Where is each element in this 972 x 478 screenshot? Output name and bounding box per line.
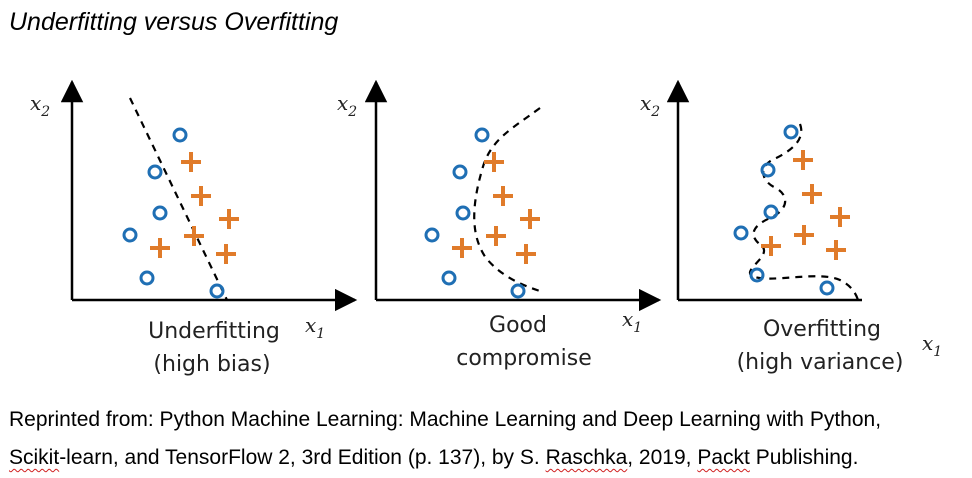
panel-underfitting: x2 x1 Underfitting (high bias) [30, 79, 358, 377]
x-axis-label: x1 [622, 307, 642, 336]
fitting-diagram: x2 x1 Underfitting (high bias) x2 x1 [30, 79, 942, 377]
plus-point [184, 226, 204, 246]
circle-point [733, 225, 749, 241]
y-axis-label: x2 [640, 91, 660, 120]
citation-line-1: Reprinted from: Python Machine Learning:… [9, 408, 882, 431]
panel-label-line1: Good [489, 313, 547, 338]
class-a-points [424, 127, 526, 299]
panel-label-line1: Underfitting [148, 319, 280, 344]
plus-point [761, 236, 781, 256]
circle-point [819, 280, 835, 296]
plus-point [793, 150, 813, 170]
decision-boundary [473, 107, 544, 294]
circle-point [474, 127, 490, 143]
circle-point [172, 127, 188, 143]
plus-point [830, 207, 850, 227]
plus-point [181, 152, 201, 172]
figure-heading: Underfitting versus Overfitting [9, 8, 339, 36]
plus-point [486, 226, 506, 246]
panel-good-compromise: x2 x1 Good compromise [337, 79, 662, 371]
circle-point [424, 227, 440, 243]
x-axis-label: x1 [922, 331, 942, 360]
circle-point [441, 270, 457, 286]
class-a-points [733, 124, 835, 296]
panel-label-line1: Overfitting [763, 317, 881, 342]
plus-point [150, 238, 170, 258]
spellcheck-word: Scikit [9, 446, 60, 469]
panel-label-line2: (high bias) [153, 352, 270, 377]
plus-point [484, 152, 504, 172]
circle-point [139, 270, 155, 286]
decision-boundary [129, 97, 228, 301]
y-axis-label: x2 [337, 91, 357, 120]
circle-point [452, 164, 468, 180]
circle-point [749, 267, 765, 283]
panel-label-line2: (high variance) [737, 350, 904, 375]
spellcheck-word: Packt [697, 446, 750, 469]
class-b-points [761, 150, 850, 260]
plus-point [493, 186, 513, 206]
spellcheck-word: Raschka [545, 446, 628, 469]
plus-point [452, 238, 472, 258]
citation-text: Publishing. [749, 446, 859, 469]
circle-point [147, 164, 163, 180]
circle-point [455, 205, 471, 221]
panel-overfitting: x2 x1 Overfitting (high variance) [640, 79, 942, 375]
class-b-points [452, 152, 540, 264]
y-axis-label: x2 [30, 91, 50, 120]
plus-point [802, 184, 822, 204]
citation-text: -learn, and TensorFlow 2, 3rd Edition (p… [59, 446, 546, 469]
plus-point [520, 209, 540, 229]
panel-label-line2: compromise [456, 346, 592, 371]
circle-point [510, 283, 526, 299]
circle-point [763, 204, 779, 220]
class-a-points [122, 127, 225, 299]
circle-point [152, 205, 168, 221]
citation-line-2: Scikit-learn, and TensorFlow 2, 3rd Edit… [9, 439, 964, 477]
plus-point [219, 209, 239, 229]
plus-point [516, 244, 536, 264]
circle-point [209, 283, 225, 299]
circle-point [122, 227, 138, 243]
citation-text: , 2019, [627, 446, 698, 469]
circle-point [783, 124, 799, 140]
plus-point [826, 240, 846, 260]
plus-point [216, 244, 236, 264]
x-axis-label: x1 [305, 313, 325, 342]
plus-point [191, 186, 211, 206]
class-b-points [150, 152, 239, 264]
plus-point [794, 225, 814, 245]
citation-caption: Reprinted from: Python Machine Learning:… [9, 401, 964, 477]
circle-point [760, 162, 776, 178]
